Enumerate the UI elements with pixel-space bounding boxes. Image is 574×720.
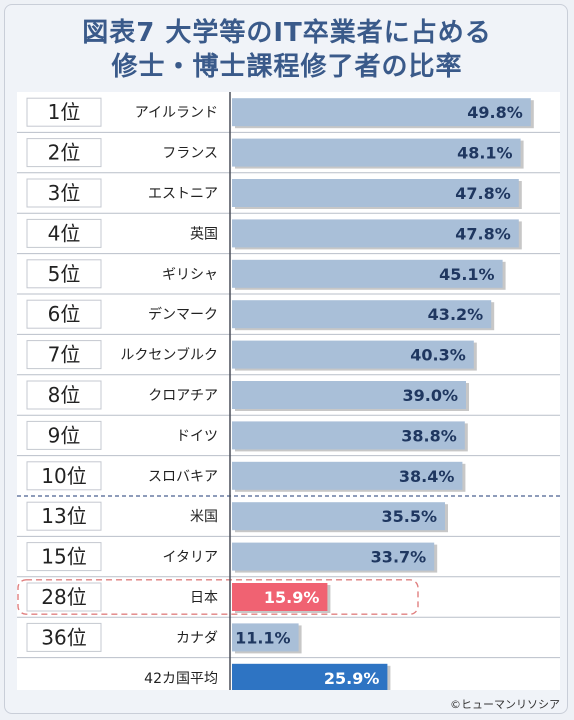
bar: [232, 542, 435, 571]
category-label: ルクセンブルク: [120, 347, 218, 364]
value-label: 38.4%: [399, 467, 455, 486]
category-label: ドイツ: [176, 428, 218, 444]
value-label: 48.1%: [457, 144, 513, 163]
rank-label: 10位: [41, 464, 86, 488]
rank-label: 8位: [48, 383, 81, 407]
value-label: 11.1%: [235, 628, 291, 647]
bar: [232, 381, 466, 409]
rank-box: [26, 420, 102, 450]
bar: [232, 502, 445, 531]
rank-label: 15位: [41, 545, 86, 569]
value-label: 47.8%: [455, 224, 511, 243]
rank-box: [26, 218, 102, 248]
bar: [232, 340, 474, 369]
category-label: 英国: [190, 225, 218, 242]
bar: [232, 259, 503, 288]
bar: [232, 583, 328, 611]
rank-box: [26, 340, 102, 370]
rank-label: 28位: [41, 585, 86, 609]
category-label: クロアチア: [148, 388, 218, 404]
rank-label: 2位: [48, 141, 81, 165]
bar: [232, 138, 521, 167]
category-label: イタリア: [163, 550, 218, 566]
rank-label: 1位: [48, 100, 81, 124]
rank-box: [26, 178, 102, 208]
category-label: エストニア: [148, 186, 218, 202]
rank-label: 7位: [48, 343, 81, 367]
category-label: ギリシャ: [162, 267, 218, 283]
rank-box: [26, 501, 102, 531]
rank-box: [26, 299, 102, 329]
rank-label: 13位: [41, 504, 86, 528]
value-label: 47.8%: [455, 184, 511, 203]
rank-label: 36位: [41, 625, 86, 649]
rank-label: 4位: [48, 221, 81, 245]
rank-label: 9位: [48, 423, 81, 447]
rank-box: [26, 138, 102, 168]
japan-highlight-frame: [17, 579, 419, 615]
rank-box: [26, 461, 102, 491]
category-label: フランス: [162, 146, 218, 162]
value-label: 39.0%: [402, 386, 458, 405]
value-label: 49.8%: [467, 103, 523, 122]
rank-label: 6位: [48, 302, 81, 326]
value-label: 43.2%: [428, 305, 484, 324]
bar: [232, 179, 519, 207]
rank-label: 3位: [48, 181, 81, 205]
value-label: 45.1%: [439, 265, 495, 284]
category-label: アイルランド: [135, 105, 218, 121]
rank-box: [26, 259, 102, 289]
bar: [232, 219, 519, 248]
value-label: 15.9%: [264, 588, 320, 607]
chart-panel: 1位 アイルランド 49.8% 2位 フランス 48.1% 3位 エストニア 47.8% 4位 英国…: [17, 92, 560, 690]
rank-box: [26, 97, 102, 127]
bar: [232, 623, 299, 652]
category-label: スロバキア: [148, 469, 218, 485]
chart-title-line-2: 修士・博士課程修了者の比率: [111, 52, 463, 82]
rank-box: [26, 542, 102, 572]
value-label: 25.9%: [324, 669, 380, 688]
value-label: 40.3%: [410, 346, 466, 365]
bar: [232, 461, 463, 490]
bar: [232, 98, 531, 127]
category-label: カナダ: [176, 630, 218, 646]
rank-box: [26, 380, 102, 410]
chart-title-line-1: 図表7 大学等のIT卒業者に占める: [82, 18, 492, 48]
rank-box: [26, 622, 102, 652]
category-label: 42カ国平均: [144, 671, 218, 687]
bar: [232, 421, 465, 450]
rank-label: 5位: [48, 262, 81, 286]
bar-chart: 1位 アイルランド 49.8% 2位 フランス 48.1% 3位 エストニア 47.8% 4位 英国…: [17, 92, 560, 690]
category-label: デンマーク: [148, 306, 218, 323]
bar: [232, 663, 388, 690]
value-label: 38.8%: [401, 426, 457, 445]
value-label: 33.7%: [371, 548, 427, 567]
rank-box: [26, 582, 102, 612]
value-label: 35.5%: [381, 507, 437, 526]
bar: [232, 300, 492, 329]
copyright-text: ©ヒューマンリソシア: [450, 698, 560, 711]
category-label: 日本: [190, 590, 218, 606]
category-label: 米国: [190, 509, 218, 525]
